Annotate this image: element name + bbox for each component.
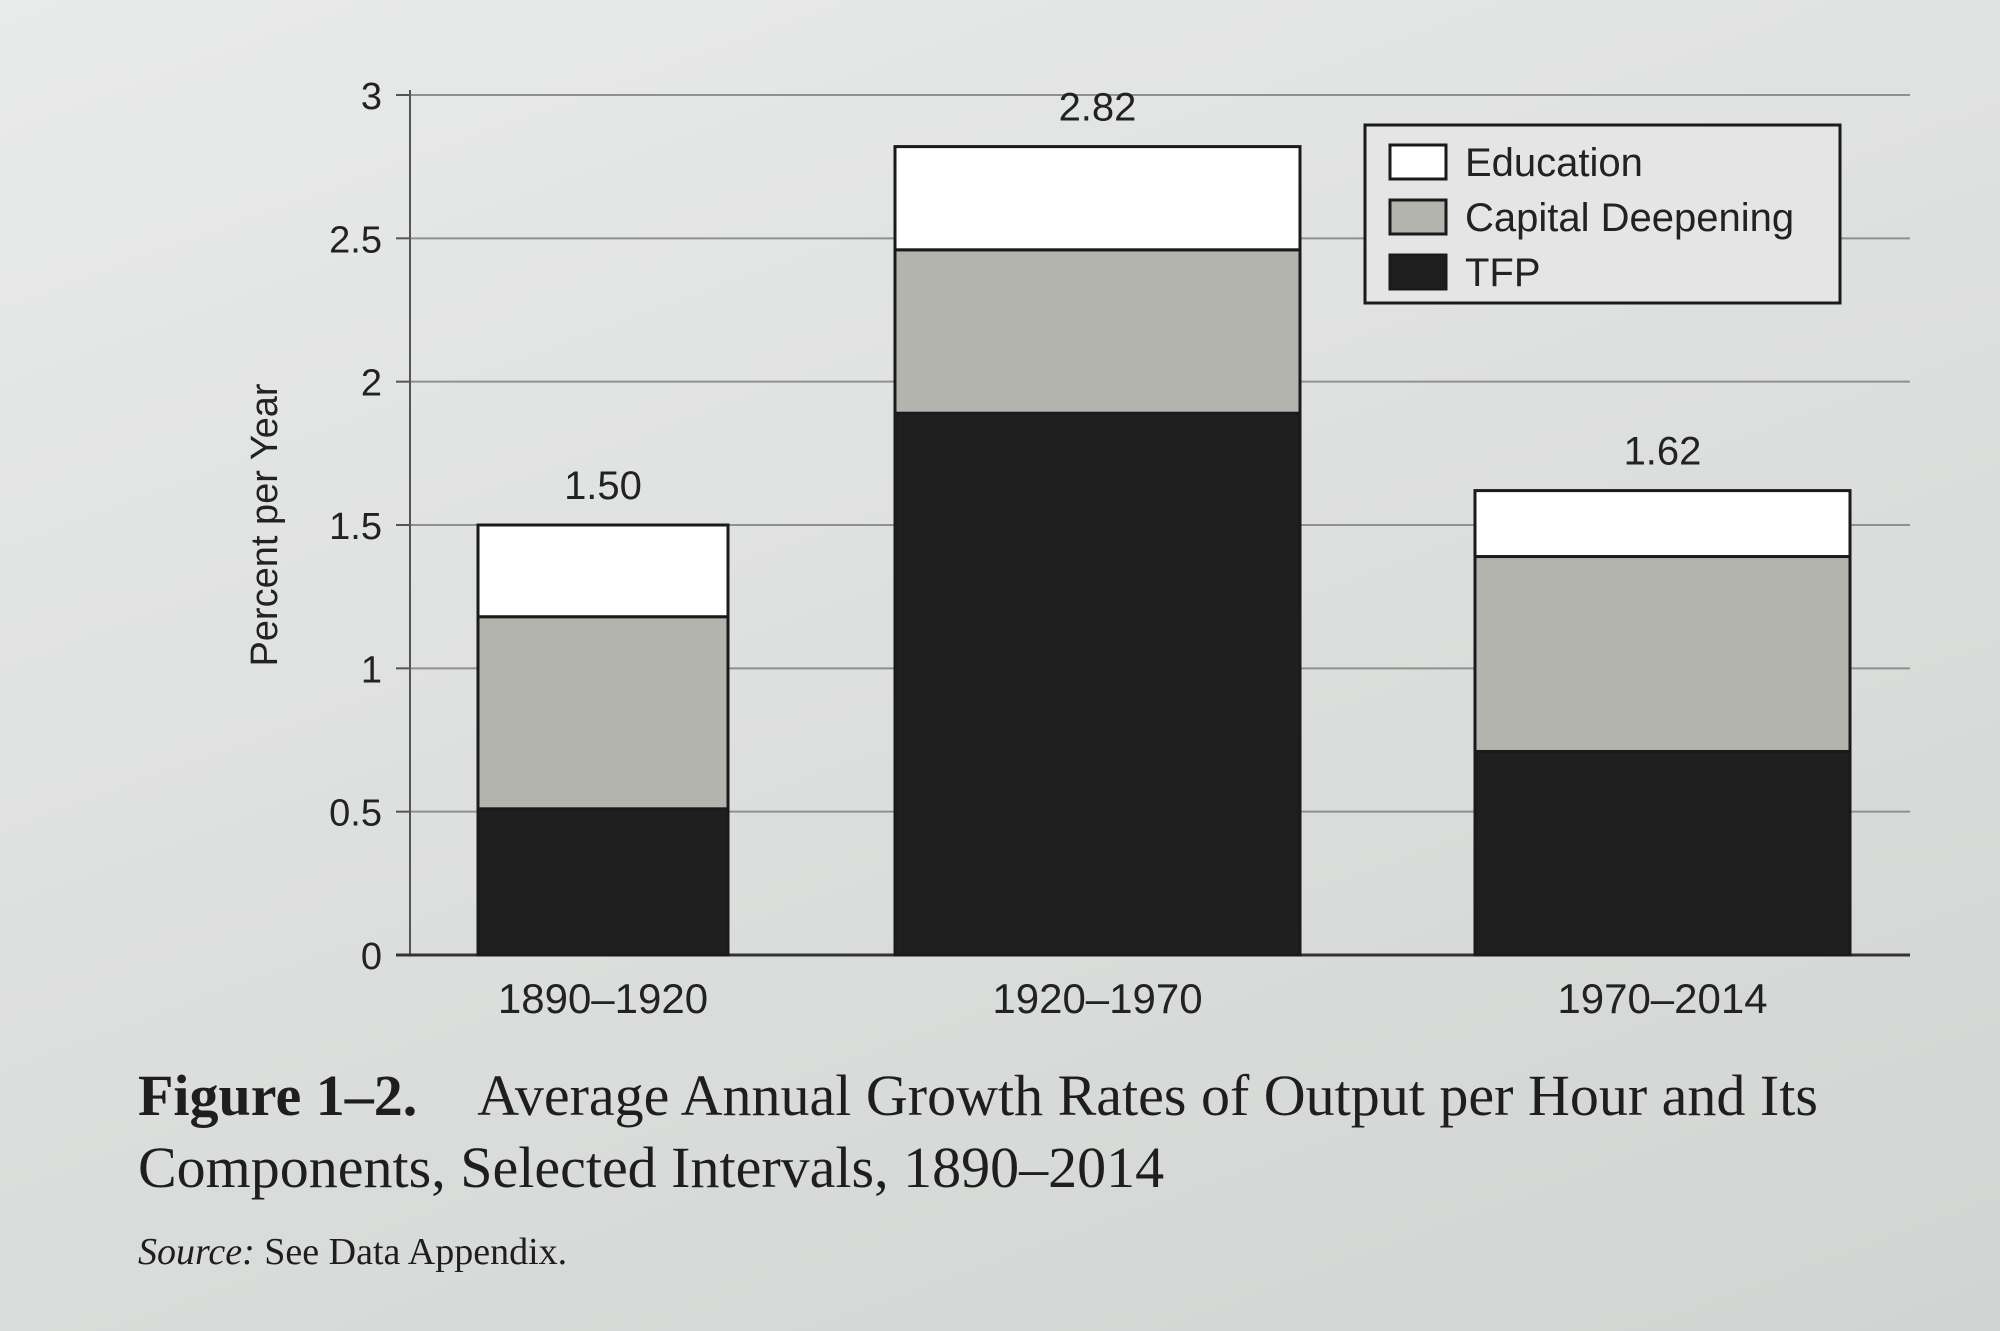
y-tick-label: 3 — [361, 76, 382, 118]
figure-caption: Figure 1–2. Average Annual Growth Rates o… — [138, 1060, 1938, 1274]
source-text: See Data Appendix. — [254, 1231, 568, 1274]
bar-total-label: 2.82 — [1059, 86, 1137, 130]
bar-segment-education — [1473, 489, 1852, 559]
bar-segment-tfp — [893, 411, 1302, 957]
legend-swatch — [1388, 253, 1448, 291]
y-tick-label: 1 — [361, 649, 382, 691]
bar-segment-tfp — [476, 807, 730, 957]
legend-label: TFP — [1465, 251, 1541, 295]
bar-segment-capital-deepening — [476, 615, 730, 811]
bar-segment-tfp — [1473, 749, 1852, 957]
bar-segment-capital-deepening — [1473, 555, 1852, 753]
y-tick-label: 2 — [361, 363, 382, 405]
bar-total-label: 1.62 — [1624, 430, 1702, 474]
bar-segment-capital-deepening — [893, 248, 1302, 415]
y-tick-label: 1.5 — [329, 506, 382, 548]
bar-total-label: 1.50 — [564, 464, 642, 508]
source-label: Source: — [138, 1231, 255, 1274]
figure-label: Figure 1–2. — [138, 1063, 418, 1128]
figure-title-line-2: Components, Selected Intervals, 1890–201… — [138, 1134, 1165, 1200]
figure-title-line-1: Average Annual Growth Rates of Output pe… — [477, 1063, 1818, 1128]
legend-label: Education — [1465, 141, 1643, 185]
figure-source: Source: See Data Appendix. — [138, 1230, 1938, 1274]
legend-label: Capital Deepening — [1465, 196, 1794, 240]
caption-line-1: Figure 1–2. Average Annual Growth Rates o… — [138, 1060, 1938, 1133]
legend-swatch — [1388, 198, 1448, 236]
x-category-label: 1920–1970 — [992, 975, 1202, 1022]
y-tick-label: 2.5 — [329, 219, 382, 261]
bar-segment-education — [893, 145, 1302, 252]
bar-segment-education — [476, 523, 730, 619]
y-axis-title: Percent per Year — [244, 383, 286, 666]
x-category-label: 1970–2014 — [1557, 975, 1767, 1022]
x-category-label: 1890–1920 — [498, 975, 708, 1022]
y-tick-label: 0.5 — [329, 793, 382, 835]
y-tick-label: 0 — [361, 936, 382, 978]
legend-swatch — [1388, 143, 1448, 181]
